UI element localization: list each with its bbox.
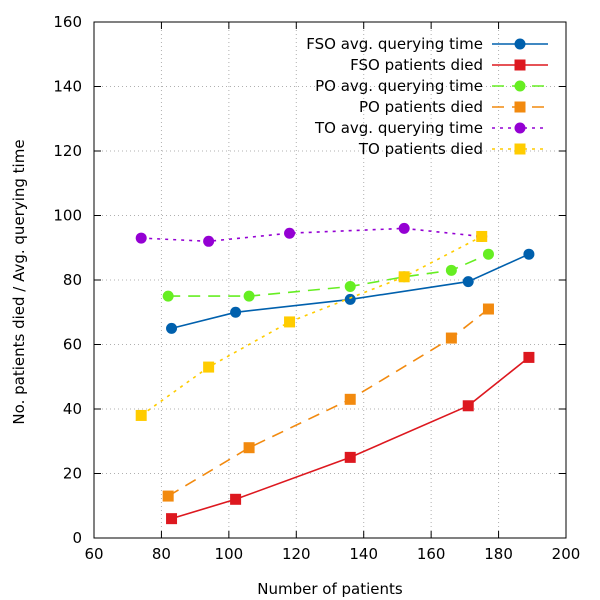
data-point (166, 513, 178, 525)
data-point (344, 393, 356, 405)
data-point (284, 227, 296, 239)
series-to-avg-querying-time (135, 222, 488, 247)
data-point (344, 280, 356, 292)
legend-label: PO avg. querying time (315, 77, 483, 95)
data-point (482, 303, 494, 315)
legend-swatch-marker (514, 80, 526, 92)
data-point (398, 222, 410, 234)
legend-entry: PO patients died (359, 98, 548, 116)
legend-swatch-marker (514, 38, 526, 50)
x-tick-label: 200 (552, 545, 581, 563)
data-point (166, 322, 178, 334)
data-point (482, 248, 494, 260)
data-point (344, 293, 356, 305)
data-point (243, 290, 255, 302)
legend-swatch-marker (514, 122, 526, 134)
data-point (284, 316, 296, 328)
data-point (476, 230, 488, 242)
data-point (243, 442, 255, 454)
y-tick-label: 80 (63, 271, 82, 289)
data-point (162, 290, 174, 302)
data-point (445, 264, 457, 276)
data-point (523, 351, 535, 363)
data-point (135, 232, 147, 244)
legend: FSO avg. querying time FSO patients died P… (306, 35, 548, 158)
y-tick-label: 140 (53, 78, 82, 96)
y-axis-label: No. patients died / Avg. querying time (10, 139, 28, 424)
y-tick-label: 120 (53, 142, 82, 160)
legend-label: FSO patients died (350, 56, 483, 74)
x-tick-label: 160 (417, 545, 446, 563)
series-line-po-patients-died (167, 308, 489, 497)
data-point (462, 276, 474, 288)
legend-entry: TO patients died (358, 140, 548, 158)
legend-label: FSO avg. querying time (306, 35, 483, 53)
grid (94, 22, 566, 538)
data-point (203, 361, 215, 373)
legend-label: TO patients died (358, 140, 483, 158)
legend-entry: FSO patients died (350, 56, 548, 74)
y-tick-label: 60 (63, 336, 82, 354)
x-tick-label: 60 (84, 545, 103, 563)
data-point (135, 409, 147, 421)
series-layer (135, 222, 535, 525)
series-line-to-avg-querying-time (141, 227, 482, 243)
data-point (523, 248, 535, 260)
axis-ticks: 60 80 100 120 140 160 180 200 0 20 40 60 80 100 120 140… (53, 13, 580, 563)
x-tick-label: 120 (282, 545, 311, 563)
data-point (462, 400, 474, 412)
legend-label: TO avg. querying time (314, 119, 483, 137)
x-tick-label: 140 (349, 545, 378, 563)
x-axis-label: Number of patients (257, 580, 403, 598)
data-point (162, 490, 174, 502)
series-fso-avg-querying-time (166, 248, 535, 334)
legend-swatch-marker (514, 143, 526, 155)
x-tick-label: 180 (484, 545, 513, 563)
x-tick-label: 100 (215, 545, 244, 563)
legend-label: PO patients died (359, 98, 483, 116)
data-point (398, 271, 410, 283)
x-tick-label: 80 (152, 545, 171, 563)
legend-entry: TO avg. querying time (314, 119, 548, 137)
legend-swatch-marker (514, 101, 526, 113)
y-tick-label: 0 (72, 529, 82, 547)
series-line-fso-patients-died (171, 356, 530, 520)
legend-entry: PO avg. querying time (315, 77, 548, 95)
legend-swatch-marker (514, 59, 526, 71)
legend-entry: FSO avg. querying time (306, 35, 548, 53)
y-tick-label: 100 (53, 207, 82, 225)
data-point (445, 332, 457, 344)
data-point (230, 306, 242, 318)
data-point (230, 493, 242, 505)
series-po-patients-died (162, 303, 494, 502)
data-point (203, 235, 215, 247)
y-tick-label: 160 (53, 13, 82, 31)
series-to-patients-died (135, 230, 488, 421)
data-point (344, 451, 356, 463)
y-tick-label: 20 (63, 465, 82, 483)
series-line-to-patients-died (140, 235, 483, 417)
series-fso-patients-died (166, 351, 535, 525)
series-po-avg-querying-time (162, 248, 494, 302)
y-tick-label: 40 (63, 400, 82, 418)
series-line-po-avg-querying-time (168, 253, 489, 297)
